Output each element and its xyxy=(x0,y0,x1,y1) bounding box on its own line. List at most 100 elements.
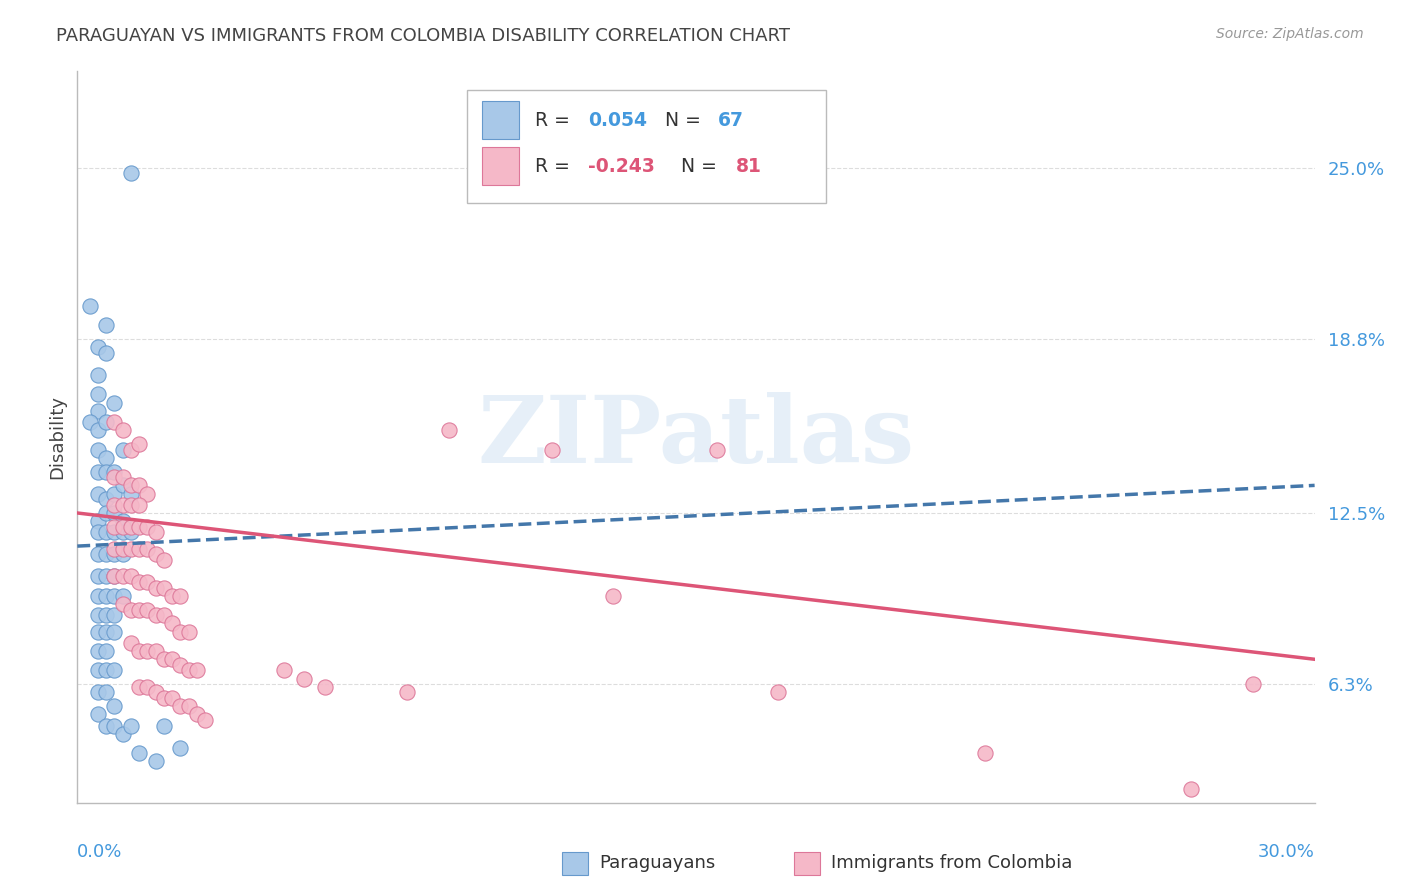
Point xyxy=(136,602,159,616)
Text: Paraguayans: Paraguayans xyxy=(599,855,716,872)
Point xyxy=(120,442,142,457)
Text: N =: N = xyxy=(665,111,707,130)
Text: 0.0%: 0.0% xyxy=(77,843,122,861)
Point xyxy=(136,520,159,534)
Point xyxy=(1241,677,1264,691)
Point xyxy=(128,520,150,534)
Point xyxy=(120,718,142,732)
Point xyxy=(87,423,110,437)
Point xyxy=(136,486,159,500)
Point xyxy=(103,608,125,623)
Point xyxy=(111,597,134,611)
Point xyxy=(120,520,142,534)
Point xyxy=(87,368,110,382)
Point xyxy=(111,589,134,603)
Point xyxy=(103,465,125,479)
Point xyxy=(186,663,208,677)
Point xyxy=(177,699,200,714)
Point xyxy=(103,663,125,677)
Point xyxy=(87,525,110,540)
Point xyxy=(292,672,315,686)
Point xyxy=(103,395,125,409)
Point xyxy=(153,718,176,732)
Point xyxy=(87,404,110,418)
Point xyxy=(87,663,110,677)
Point xyxy=(103,589,125,603)
Point xyxy=(145,581,167,595)
Point xyxy=(103,718,125,732)
Point xyxy=(120,486,142,500)
Text: N =: N = xyxy=(681,157,723,176)
Point xyxy=(103,548,125,562)
Point xyxy=(128,574,150,589)
Text: Immigrants from Colombia: Immigrants from Colombia xyxy=(831,855,1073,872)
Point xyxy=(96,525,118,540)
Point xyxy=(96,589,118,603)
Point xyxy=(169,657,191,672)
Point xyxy=(96,644,118,658)
Point xyxy=(103,569,125,583)
Point xyxy=(96,465,118,479)
Point xyxy=(96,685,118,699)
Point xyxy=(103,486,125,500)
Point xyxy=(120,498,142,512)
Text: Source: ZipAtlas.com: Source: ZipAtlas.com xyxy=(1216,27,1364,41)
Point xyxy=(96,548,118,562)
Point xyxy=(96,624,118,639)
Point xyxy=(103,525,125,540)
Text: R =: R = xyxy=(536,111,576,130)
Point xyxy=(103,624,125,639)
Point xyxy=(169,699,191,714)
Text: 67: 67 xyxy=(718,111,744,130)
Point xyxy=(602,589,624,603)
Point xyxy=(96,318,118,333)
Point xyxy=(120,525,142,540)
Point xyxy=(87,442,110,457)
Point xyxy=(96,663,118,677)
Point xyxy=(153,581,176,595)
Point xyxy=(136,680,159,694)
Y-axis label: Disability: Disability xyxy=(48,395,66,479)
Point xyxy=(111,423,134,437)
Point xyxy=(128,437,150,451)
Point xyxy=(87,624,110,639)
Point xyxy=(128,680,150,694)
Point xyxy=(87,340,110,354)
Point xyxy=(87,608,110,623)
Point xyxy=(96,492,118,507)
Point xyxy=(145,548,167,562)
Text: PARAGUAYAN VS IMMIGRANTS FROM COLOMBIA DISABILITY CORRELATION CHART: PARAGUAYAN VS IMMIGRANTS FROM COLOMBIA D… xyxy=(56,27,790,45)
Text: -0.243: -0.243 xyxy=(588,157,655,176)
Point xyxy=(111,541,134,556)
Point xyxy=(153,652,176,666)
Point xyxy=(103,541,125,556)
Point xyxy=(111,478,134,492)
Point xyxy=(120,166,142,180)
Point xyxy=(87,685,110,699)
Point xyxy=(177,624,200,639)
Point xyxy=(160,690,183,705)
Point xyxy=(768,685,790,699)
Point xyxy=(103,415,125,429)
Point xyxy=(396,685,419,699)
Point xyxy=(177,663,200,677)
Point xyxy=(111,569,134,583)
Point xyxy=(87,548,110,562)
Point xyxy=(103,470,125,484)
Point xyxy=(136,541,159,556)
Point xyxy=(111,525,134,540)
Point xyxy=(87,465,110,479)
Point xyxy=(103,569,125,583)
Point xyxy=(120,636,142,650)
Point xyxy=(96,608,118,623)
Point xyxy=(87,387,110,401)
Point xyxy=(96,569,118,583)
Text: 0.054: 0.054 xyxy=(588,111,647,130)
Point xyxy=(128,746,150,760)
Point xyxy=(314,680,336,694)
Point xyxy=(87,644,110,658)
Point xyxy=(79,299,101,313)
Point xyxy=(169,740,191,755)
Point xyxy=(973,746,995,760)
Point xyxy=(1180,782,1202,797)
